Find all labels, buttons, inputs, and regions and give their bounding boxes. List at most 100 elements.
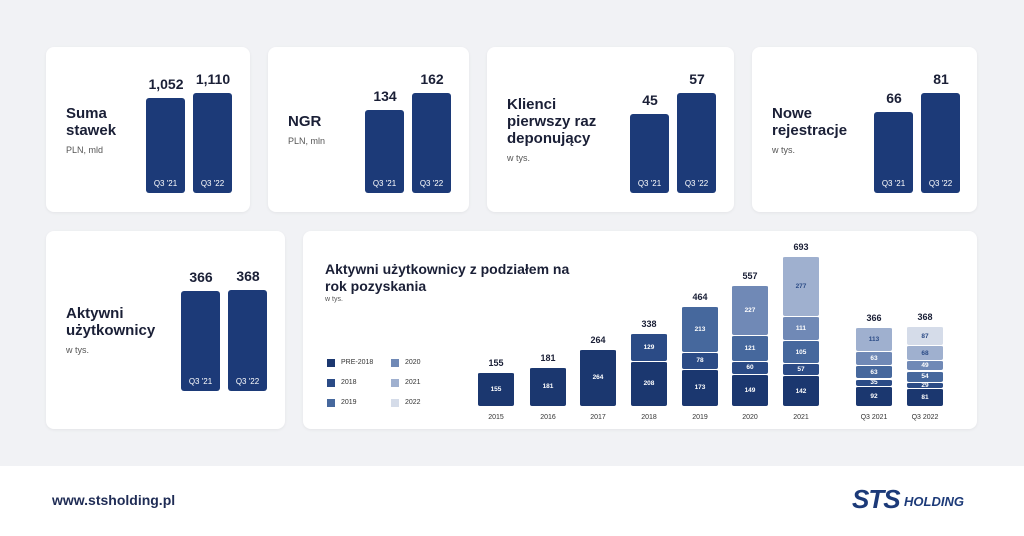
- bar-segment: 113: [856, 326, 892, 352]
- bar-segment: 92: [856, 386, 892, 406]
- bar-category: Q3 '21: [153, 179, 178, 188]
- title-block: NGR PLN, mln: [288, 47, 368, 212]
- bar: [365, 110, 404, 193]
- total-label: 264: [590, 334, 606, 345]
- total-label: 155: [488, 358, 504, 369]
- legend-swatch: [327, 379, 335, 387]
- x-tick-label: Q3 2022: [911, 414, 939, 421]
- bar-category: Q3 '22: [684, 179, 709, 188]
- bar-category: Q3 '21: [637, 179, 662, 188]
- total-label: 368: [917, 312, 933, 323]
- bar-segment: 78: [682, 351, 718, 369]
- value-label: 162: [420, 71, 444, 87]
- total-label: 338: [641, 318, 657, 329]
- legend-swatch: [391, 379, 399, 387]
- value-label: 45: [642, 92, 658, 109]
- x-tick-label: 2019: [692, 414, 708, 421]
- bar: [677, 93, 716, 193]
- value-label: 81: [933, 71, 949, 87]
- card-title: Nowe rejestracje: [772, 104, 848, 139]
- x-tick-label: 2021: [793, 414, 809, 421]
- card-title: Suma stawek: [66, 104, 117, 139]
- legend-label: PRE-2018: [341, 359, 374, 366]
- bar-segment: 173: [682, 368, 718, 406]
- logo-sub: HOLDING: [904, 494, 964, 509]
- value-label: 368: [236, 268, 260, 284]
- total-label: 181: [540, 352, 556, 363]
- bar-category: Q3 '22: [200, 179, 225, 188]
- bar: [921, 93, 960, 193]
- total-label: 557: [742, 271, 758, 282]
- bar-segment: 142: [783, 375, 819, 406]
- footer-url: www.stsholding.pl: [52, 492, 176, 508]
- bar-segment: 277: [783, 256, 819, 317]
- x-tick-label: Q3 2021: [860, 414, 888, 421]
- bar-segment: 29: [907, 382, 943, 389]
- value-label: 1,052: [148, 76, 184, 93]
- bar-segment: 149: [732, 373, 768, 406]
- bar: [193, 93, 232, 193]
- bar-segment: 63: [856, 351, 892, 365]
- bar: [181, 290, 220, 391]
- value-label: 366: [189, 268, 213, 285]
- bar-category: Q3 '22: [235, 377, 260, 386]
- value-label: 1,110: [195, 71, 231, 87]
- total-label: 366: [866, 312, 882, 323]
- legend-swatch: [391, 359, 399, 367]
- bar: [228, 290, 267, 391]
- bar-segment: 213: [682, 305, 718, 352]
- x-tick-label: 2018: [641, 414, 657, 421]
- bar-segment: 57: [783, 362, 819, 376]
- card-title: NGR: [288, 113, 322, 130]
- bar-segment: 181: [530, 366, 566, 406]
- card: Aktywni użytkownicy z podziałem na rok p…: [303, 231, 977, 429]
- legend-swatch: [327, 399, 335, 407]
- x-tick-label: 2016: [540, 414, 556, 421]
- bar-segment: 105: [783, 340, 819, 363]
- bar-segment: 111: [783, 316, 819, 341]
- legend-swatch: [391, 399, 399, 407]
- chart-title: Aktywni użytkownicy z podziałem na rok p…: [325, 261, 570, 294]
- bar-segment: 54: [907, 370, 943, 383]
- bar: [874, 111, 913, 193]
- legend-label: 2019: [341, 399, 357, 406]
- bar-category: Q3 '21: [372, 179, 397, 188]
- value-label: 134: [373, 88, 397, 105]
- footer: [0, 466, 1024, 536]
- card: Suma stawek PLN, mld Q3 '21 1,052 Q3 '22 1,11…: [46, 47, 250, 212]
- card-subtitle: PLN, mld: [66, 144, 104, 155]
- bar-category: Q3 '21: [881, 179, 906, 188]
- bar-segment: 121: [732, 334, 768, 361]
- card: Aktywni użytkownicy w tys. Q3 '21 366 Q3 '22…: [46, 231, 285, 429]
- bar-segment: 81: [907, 388, 943, 406]
- title-block: Klienci pierwszy raz deponujący w tys.: [507, 47, 617, 212]
- bar-segment: 60: [732, 360, 768, 374]
- bar-segment: 227: [732, 285, 768, 335]
- bar-segment: 63: [856, 364, 892, 379]
- bar: [146, 98, 185, 193]
- title-block: Suma stawek PLN, mld: [66, 47, 136, 212]
- card: Nowe rejestracje w tys. Q3 '21 66 Q3 '22 81: [752, 47, 977, 212]
- bar-segment: 208: [631, 360, 667, 406]
- bar-segment: 87: [907, 326, 943, 346]
- bar-segment: 129: [631, 333, 667, 361]
- card: Klienci pierwszy raz deponujący w tys. Q3 …: [487, 47, 734, 212]
- logo: STS: [852, 484, 901, 514]
- legend-swatch: [327, 359, 335, 367]
- bar-category: Q3 '22: [928, 179, 953, 188]
- card-subtitle: w tys.: [772, 144, 796, 155]
- legend-label: 2022: [405, 399, 421, 406]
- x-tick-label: 2020: [742, 414, 758, 421]
- legend-label: 2021: [405, 379, 421, 386]
- bar-segment: 264: [580, 348, 616, 406]
- bar-category: Q3 '22: [419, 179, 444, 188]
- title-block: Aktywni użytkownicy w tys.: [66, 231, 166, 429]
- bar-category: Q3 '21: [188, 377, 213, 386]
- total-label: 464: [692, 291, 708, 302]
- bar-segment: 49: [907, 359, 943, 371]
- value-label: 66: [886, 89, 902, 106]
- chart-subtitle: w tys.: [325, 296, 343, 303]
- bar: [412, 93, 451, 193]
- value-label: 57: [689, 71, 705, 87]
